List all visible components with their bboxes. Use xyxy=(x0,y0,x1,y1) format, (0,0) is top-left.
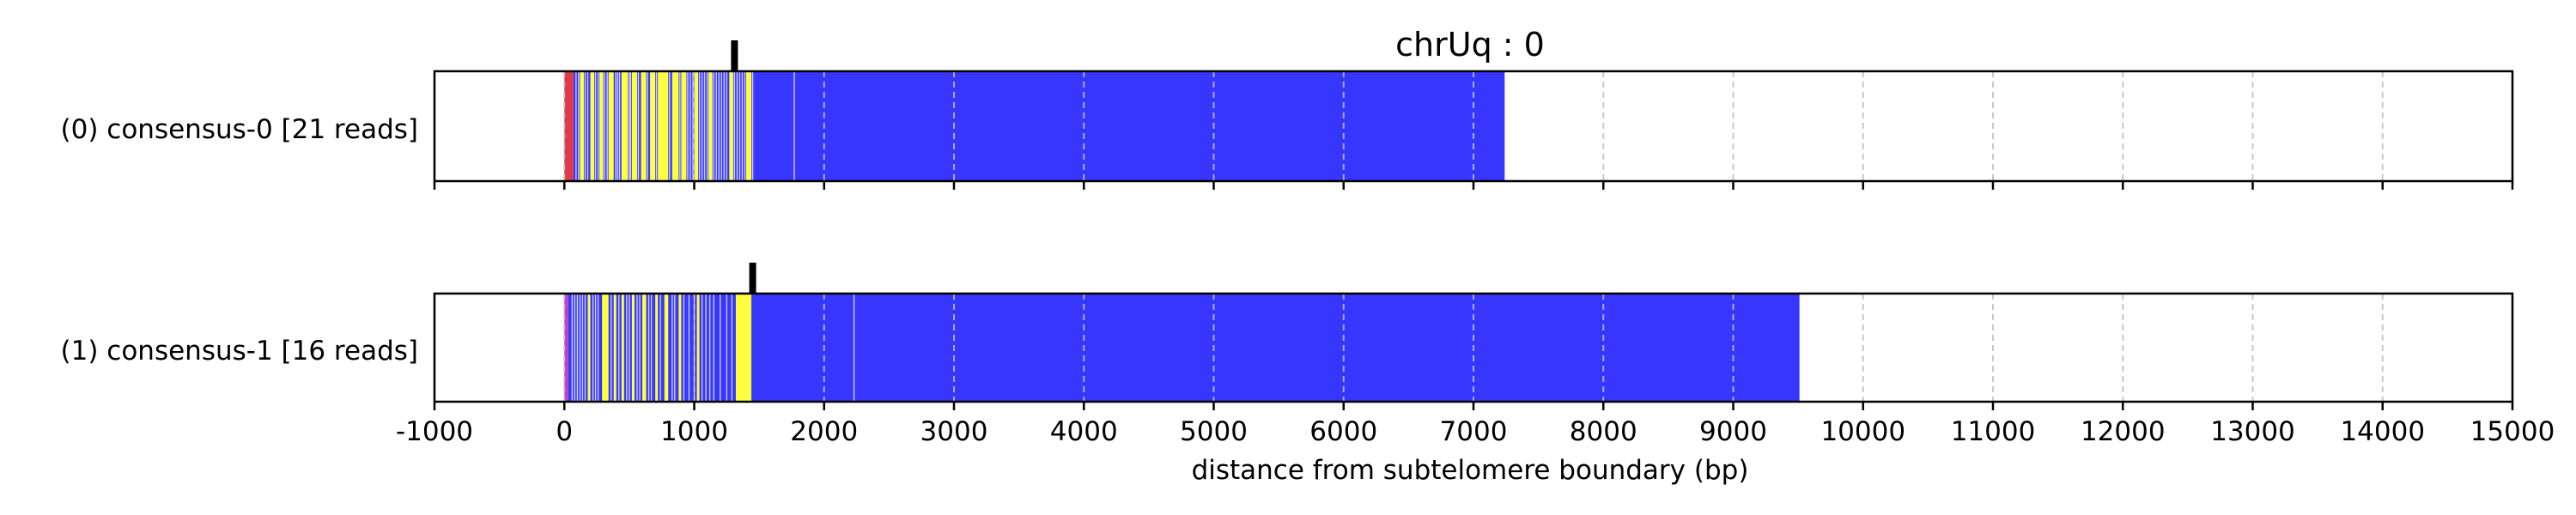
track-1: (1) consensus-1 [16 reads] xyxy=(61,336,418,367)
track-1-label: (1) consensus-1 [16 reads] xyxy=(61,336,418,367)
yellow-band xyxy=(746,71,752,181)
x-tick-label: 1000 xyxy=(660,416,728,447)
track-0-plot xyxy=(433,40,2514,183)
x-tick-label: 7000 xyxy=(1440,416,1508,447)
yellow-band xyxy=(621,71,629,181)
segment-bar xyxy=(568,294,1800,402)
x-tick-label: 9000 xyxy=(1699,416,1767,447)
yellow-band xyxy=(621,294,624,402)
tracks-layer xyxy=(433,40,2514,403)
x-tick-label: 5000 xyxy=(1180,416,1248,447)
telomere-marker xyxy=(749,263,756,294)
yellow-band xyxy=(650,71,656,181)
x-tick-label: 15000 xyxy=(2470,416,2555,447)
yellow-band xyxy=(671,71,679,181)
yellow-band xyxy=(655,294,659,402)
yellow-band xyxy=(735,294,752,402)
x-tick-label: 12000 xyxy=(2081,416,2166,447)
yellow-band xyxy=(631,294,635,402)
chart-title: chrUq : 0 xyxy=(1395,26,1545,64)
yellow-band xyxy=(580,71,584,181)
yellow-band xyxy=(641,71,647,181)
x-tick-label: 13000 xyxy=(2210,416,2295,447)
yellow-band xyxy=(613,294,617,402)
yellow-band xyxy=(631,71,637,181)
yellow-band xyxy=(599,71,604,181)
yellow-band xyxy=(696,294,700,402)
x-tick-label: 0 xyxy=(556,416,573,447)
yellow-band xyxy=(664,294,669,402)
yellow-band xyxy=(658,71,669,181)
track-0-label: (0) consensus-0 [21 reads] xyxy=(61,114,418,145)
x-tick-label: 4000 xyxy=(1050,416,1118,447)
segment-bar xyxy=(754,71,1505,181)
x-tick-label: 6000 xyxy=(1309,416,1377,447)
yellow-band xyxy=(590,71,595,181)
yellow-band xyxy=(681,71,687,181)
yellow-band xyxy=(678,294,682,402)
yellow-band xyxy=(642,294,647,402)
yellow-band xyxy=(608,71,614,181)
yellow-band xyxy=(587,294,591,402)
x-tick-label: 14000 xyxy=(2340,416,2425,447)
yellow-band xyxy=(729,71,733,181)
telomere-marker xyxy=(731,40,738,71)
segment-bar xyxy=(564,294,568,402)
x-tick-label: -1000 xyxy=(396,416,473,447)
yellow-band xyxy=(602,294,609,402)
segment-bar xyxy=(564,71,574,181)
x-tick-label: 8000 xyxy=(1570,416,1637,447)
yellow-band xyxy=(708,71,713,181)
track-1-plot xyxy=(433,263,2514,403)
x-tick-label: 2000 xyxy=(790,416,858,447)
yellow-band xyxy=(694,71,699,181)
x-tick-label: 10000 xyxy=(1820,416,1905,447)
x-axis: -1000 0 1000 2000 3000 4000 5000 6000 7000 8000 90… xyxy=(396,181,2555,447)
track-0: (0) consensus-0 [21 reads] xyxy=(61,114,418,145)
x-tick-label: 11000 xyxy=(1951,416,2036,447)
x-tick-label: 3000 xyxy=(920,416,988,447)
x-axis-label: distance from subtelomere boundary (bp) xyxy=(1192,455,1749,486)
